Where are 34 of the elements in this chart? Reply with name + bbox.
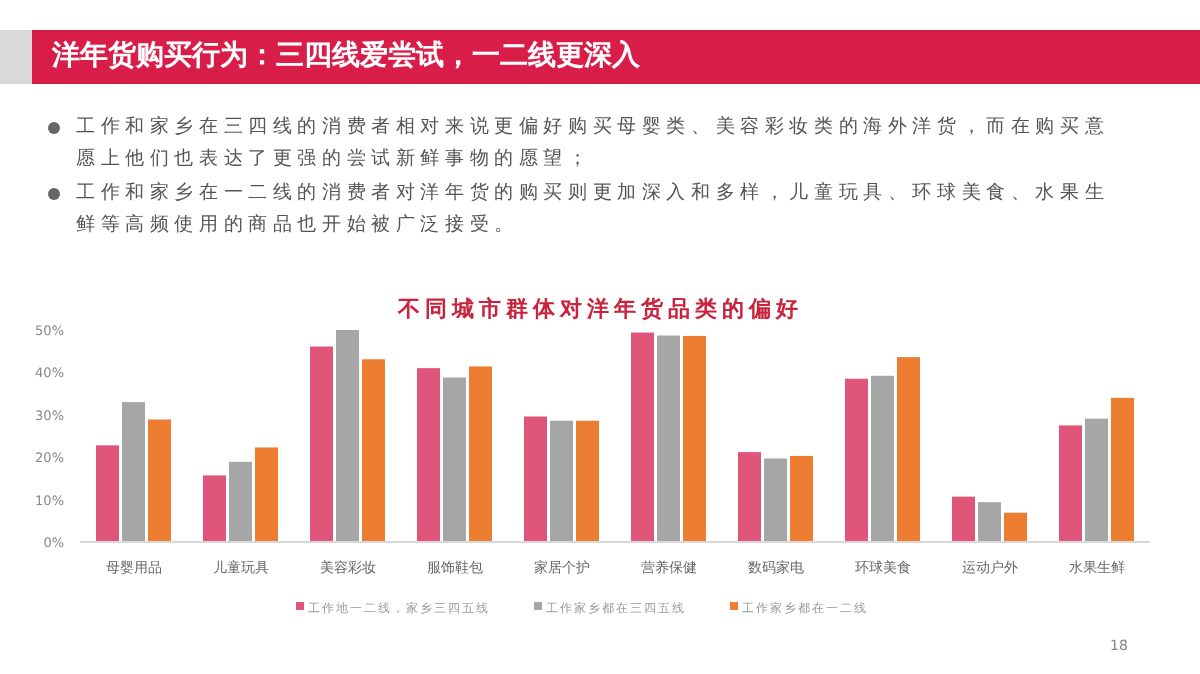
bar xyxy=(148,419,171,542)
bar xyxy=(631,332,654,542)
bar xyxy=(764,458,787,542)
bar xyxy=(255,447,278,542)
bar xyxy=(1059,425,1082,542)
bar xyxy=(845,378,868,542)
bar xyxy=(978,502,1001,542)
chart-title: 不同城市群体对洋年货品类的偏好 xyxy=(395,296,803,322)
text: 工作和家乡在一二线的消费者对洋年货的购买则更加深入和多样，儿童玩具、环球美食、水果生鲜等高频使用的商品也开始被广泛接受。 xyxy=(76,180,1112,240)
bar xyxy=(469,366,492,542)
bar xyxy=(952,496,975,542)
bar xyxy=(362,359,385,542)
bar xyxy=(738,452,761,542)
bar xyxy=(417,368,440,542)
bar xyxy=(229,461,252,542)
bar xyxy=(576,420,599,542)
bar xyxy=(1085,418,1108,542)
bar xyxy=(871,375,894,542)
bar xyxy=(336,330,359,542)
bar xyxy=(203,475,226,542)
bar xyxy=(790,455,813,542)
bar xyxy=(550,420,573,542)
bar xyxy=(122,402,145,542)
bar xyxy=(524,416,547,542)
bar xyxy=(1004,512,1027,542)
bar xyxy=(683,335,706,542)
bar xyxy=(443,377,466,542)
bar xyxy=(310,346,333,542)
text: 洋年货购买行为：三四线爱尝试，一二线更深入 xyxy=(32,30,1200,84)
bar xyxy=(96,445,119,542)
bar xyxy=(897,357,920,542)
text: 工作和家乡在三四线的消费者相对来说更偏好购买母婴类、美容彩妆类的海外洋货，而在购买意愿上他们也表达了更强的尝试新鲜事物的愿望； xyxy=(76,114,1112,174)
bar xyxy=(1111,397,1134,542)
bar xyxy=(657,335,680,542)
